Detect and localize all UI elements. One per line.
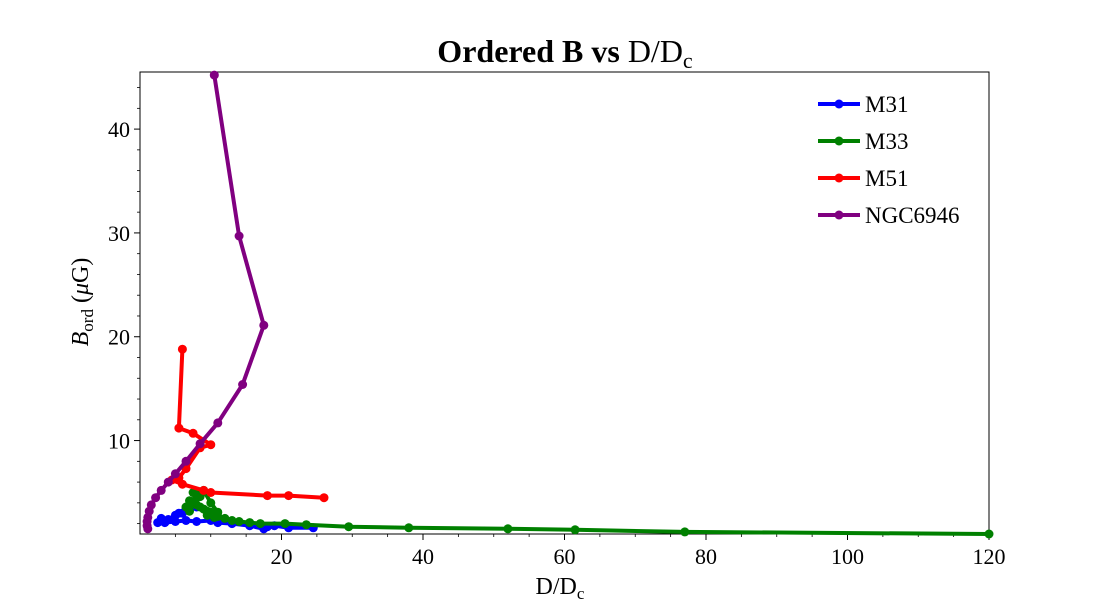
legend-marker-m51: [834, 173, 844, 183]
chart-title-bold: Ordered B vs: [437, 33, 620, 69]
point-m31-14: [156, 513, 166, 523]
legend-item-ngc6946: NGC6946: [818, 203, 960, 228]
point-ngc6946-6: [181, 456, 191, 466]
y-tick-label-40: 40: [108, 117, 130, 142]
legend-label-ngc6946: NGC6946: [865, 203, 960, 228]
point-m33-23: [185, 506, 194, 516]
x-tick-label-80: 80: [695, 544, 717, 569]
x-axis-label-main: D/D: [536, 574, 577, 600]
legend-item-m51: M51: [818, 166, 908, 191]
x-axis-label-sub: c: [577, 584, 585, 600]
y-axis-label-mu: μ: [68, 283, 94, 296]
chart-title-main: D/D: [628, 33, 683, 69]
y-tick-label-10: 10: [108, 429, 130, 454]
point-m33-10: [234, 517, 244, 526]
series-group: [142, 70, 994, 539]
legend-marker-ngc6946: [834, 210, 844, 220]
x-axis-ticks: 20 40 60 80 100 120: [174, 534, 1006, 569]
series-line-ngc6946: [145, 73, 266, 531]
point-m51-13: [177, 344, 187, 354]
y-tick-label-20: 20: [108, 325, 130, 350]
point-ngc6946-1: [234, 231, 244, 241]
y-axis-ticks: 10 20 30 40: [108, 87, 140, 525]
point-m33-11: [227, 516, 237, 525]
point-m31-15: [163, 515, 173, 524]
point-m51-11: [188, 428, 198, 438]
y-tick-label-30: 30: [108, 221, 130, 246]
point-m33-28: [206, 498, 216, 508]
y-axis-label-symbol: B: [68, 331, 94, 346]
point-m51-1: [284, 491, 294, 501]
y-axis-label: Bord (μG): [68, 258, 97, 347]
y-axis-label-open: (: [68, 295, 94, 303]
point-m31-10: [181, 516, 191, 525]
point-m33-3: [503, 524, 513, 534]
series-ngc6946: [142, 70, 269, 534]
legend-label-m31: M31: [865, 92, 908, 117]
point-ngc6946-10: [151, 493, 161, 503]
point-m51-10: [206, 440, 216, 450]
x-tick-label-20: 20: [271, 544, 293, 569]
chart-title: Ordered B vs D/Dc: [437, 33, 693, 73]
point-ngc6946-3: [238, 380, 248, 389]
point-ngc6946-16: [143, 524, 153, 534]
point-m33-4: [404, 523, 414, 533]
x-tick-label-60: 60: [554, 544, 576, 569]
point-m31-11: [170, 517, 180, 526]
point-ngc6946-9: [156, 485, 166, 495]
legend-item-m31: M31: [818, 92, 908, 117]
x-tick-label-120: 120: [973, 544, 1006, 569]
x-axis-label: D/Dc: [536, 574, 585, 600]
point-m51-4: [199, 485, 209, 495]
legend-marker-m31: [834, 99, 844, 109]
point-ngc6946-5: [195, 439, 205, 449]
point-m51-12: [174, 423, 184, 433]
legend-item-m33: M33: [818, 129, 908, 154]
y-axis-label-unit: G): [68, 258, 94, 283]
point-ngc6946-7: [170, 469, 180, 479]
point-ngc6946-2: [259, 320, 269, 330]
point-m33-6: [301, 520, 311, 530]
chart-title-sub: c: [683, 48, 693, 73]
x-tick-label-40: 40: [412, 544, 434, 569]
point-m51-0: [319, 493, 329, 503]
point-m31-21: [174, 508, 184, 518]
point-m33-8: [255, 519, 265, 529]
point-m33-9: [245, 518, 255, 528]
legend-label-m51: M51: [865, 166, 908, 191]
point-m33-7: [280, 519, 290, 529]
point-m33-12: [220, 513, 230, 523]
point-m33-30: [209, 512, 219, 522]
point-m33-5: [344, 522, 354, 532]
plot-frame: [139, 71, 990, 535]
point-m51-3: [206, 488, 216, 497]
point-ngc6946-4: [213, 418, 223, 428]
point-m51-2: [262, 491, 272, 501]
series-m33: [181, 485, 994, 539]
point-ngc6946-8: [163, 477, 173, 487]
point-m33-0: [984, 529, 994, 539]
point-m31-9: [192, 517, 202, 526]
point-m33-26: [188, 488, 198, 497]
series-m51: [167, 344, 329, 503]
point-m33-1: [680, 527, 690, 537]
x-tick-label-100: 100: [831, 544, 864, 569]
legend-marker-m33: [834, 136, 844, 146]
y-axis-label-sub: ord: [78, 309, 97, 332]
legend-label-m33: M33: [865, 129, 908, 154]
legend: M31 M33 M51 NGC6946: [818, 92, 960, 228]
point-ngc6946-0: [209, 70, 219, 80]
point-m33-31: [202, 510, 212, 520]
point-m33-2: [570, 525, 580, 535]
